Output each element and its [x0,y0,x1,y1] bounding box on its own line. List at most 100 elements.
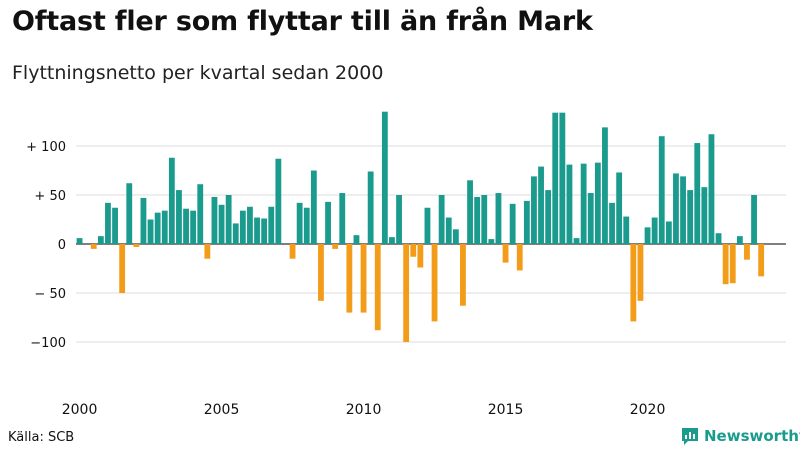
source-note: Källa: SCB [8,430,75,445]
bar [708,134,715,244]
bar [509,203,516,244]
bar [552,112,559,245]
bar [254,217,260,244]
bar [467,180,473,244]
x-tick-label: 2020 [630,402,666,418]
bar [147,219,154,244]
bar [602,127,608,244]
bar [310,170,317,244]
bar [261,218,268,244]
x-tick-label: 2000 [62,402,98,418]
bar [460,244,466,306]
bar [105,202,111,244]
y-tick-label: + 50 [34,189,66,204]
bar [523,200,530,244]
bar [729,244,736,284]
bar [694,143,701,244]
bar [190,210,197,244]
bar [140,197,147,244]
bar [715,233,722,244]
y-tick-label: 0 [58,238,66,253]
bar [303,207,310,244]
bar [637,244,644,301]
bar [673,173,679,244]
bar [168,157,175,244]
bar [239,210,246,244]
bar [452,229,459,244]
bar [318,244,324,301]
bar [545,190,552,244]
bar [339,193,346,244]
bar [587,193,594,244]
bar [119,244,126,293]
bar [651,217,658,244]
grid-layer [76,145,786,343]
bar [97,236,104,244]
bar [665,221,672,244]
bar [630,244,637,322]
y-tick-label: − 50 [34,287,66,302]
bar [197,184,204,244]
x-tick-label: 2010 [346,402,382,418]
bar [90,244,97,249]
bar [744,244,750,260]
bar [502,244,509,263]
bar [531,176,537,244]
y-axis: + 100 + 50 0 − 50 −100 [26,140,66,351]
bar [353,235,360,244]
bar [623,216,630,244]
bar [722,244,729,285]
bar [644,227,651,244]
bar [325,201,331,244]
bar [275,158,282,244]
bar [218,204,225,244]
bar [332,244,339,249]
bar [680,176,686,244]
bar [183,208,189,244]
bar [126,183,133,244]
brand-name: Newsworthy [704,427,800,445]
bar [367,171,374,244]
bar-series [76,111,765,342]
bar [247,206,253,244]
x-tick-label: 2005 [204,402,240,418]
bar [566,164,573,244]
bar [374,244,381,331]
bar [438,195,445,244]
bar [161,210,168,244]
bar [474,196,481,244]
bar [76,238,83,244]
bar [758,244,765,277]
bar [346,244,353,313]
bar [431,244,438,322]
bar [403,244,410,342]
bar [687,190,694,244]
bar [410,244,417,257]
bar [495,193,502,244]
bar [204,244,211,259]
bar [701,187,708,244]
bar [616,172,623,244]
bar [445,217,452,244]
bar [481,195,488,244]
bar [751,195,757,244]
brand-logo: Newsworthy [680,426,800,446]
chart-title: Oftast fler som flyttar till än från Mar… [12,6,593,37]
bar [360,244,367,313]
newsworthy-logo-icon [682,428,698,445]
bar [289,244,296,259]
bar [296,202,303,244]
bar [658,136,665,244]
bar [559,112,566,245]
bar [396,195,402,244]
bar [573,238,580,244]
bar [154,212,161,244]
bar [424,207,431,244]
bar [538,166,544,244]
y-tick-label: + 100 [26,140,66,155]
bar [381,111,388,244]
x-tick-label: 2015 [488,402,524,418]
bar [736,236,743,244]
chart-subtitle: Flyttningsnetto per kvartal sedan 2000 [12,62,384,84]
